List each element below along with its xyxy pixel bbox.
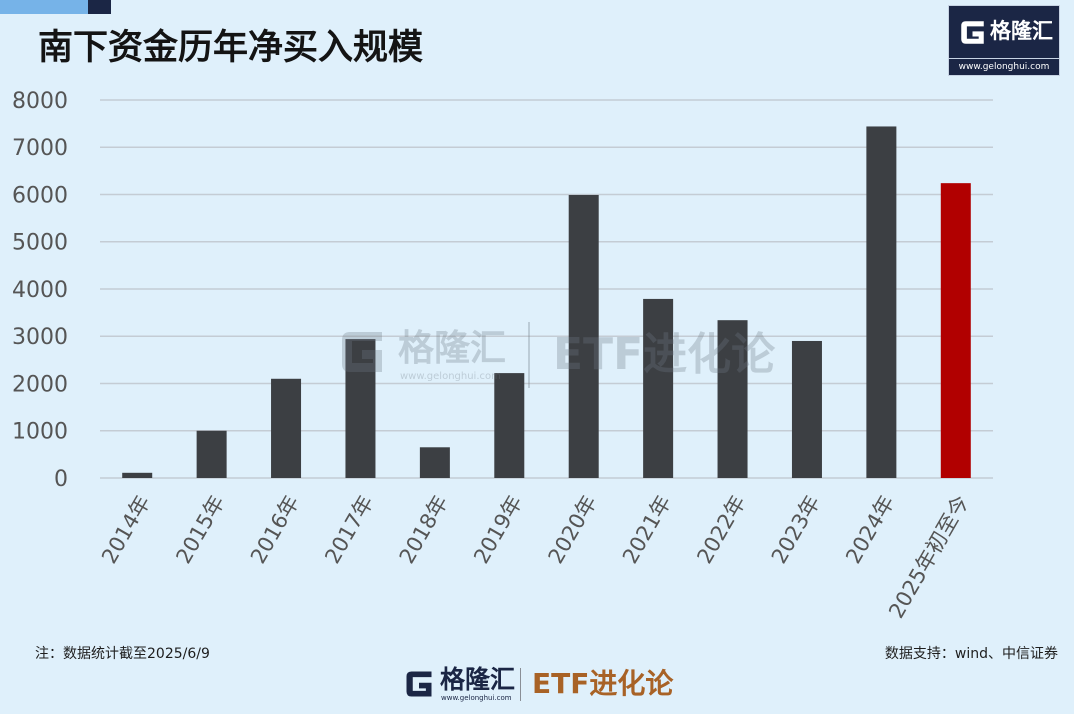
corner-tab-accent <box>88 0 111 14</box>
bar <box>568 194 599 478</box>
bar <box>791 340 822 478</box>
bottom-brand-divider <box>520 668 521 701</box>
bars <box>122 126 971 479</box>
header-logo-brand: 格隆汇 <box>990 19 1053 43</box>
chart-title: 南下资金历年净买入规模 <box>38 28 424 68</box>
header-logo-url: www.gelonghui.com <box>958 62 1050 72</box>
x-tick-label: 2016年 <box>246 491 304 567</box>
y-tick-label: 1000 <box>12 420 68 445</box>
x-axis: 2014年 2015年 2016年 2017年 2018年 2019年 2020年 2021年… <box>97 491 974 622</box>
gridlines <box>100 99 993 479</box>
x-tick-label: 2022年 <box>692 491 750 567</box>
y-tick-label: 6000 <box>12 183 68 208</box>
bottom-brand-name: 格隆汇 <box>440 665 516 694</box>
gelonghui-g-icon <box>961 21 984 44</box>
x-tick-label: 2015年 <box>171 491 229 567</box>
bar <box>271 378 302 478</box>
corner-tab-decoration <box>0 0 88 14</box>
y-tick-label: 5000 <box>12 231 68 256</box>
x-tick-label: 2024年 <box>841 491 899 567</box>
bottom-brand-url: www.gelonghui.com <box>441 694 512 702</box>
y-tick-label: 8000 <box>12 89 68 114</box>
y-axis: 0 1000 2000 3000 4000 5000 6000 7000 8000 <box>12 89 68 492</box>
header-logo-divider <box>949 58 1059 59</box>
footer-source: 数据支持：wind、中信证券 <box>884 646 1058 662</box>
gelonghui-g-icon <box>406 671 432 697</box>
y-tick-label: 4000 <box>12 278 68 303</box>
footer-note: 注：数据统计截至2025/6/9 <box>35 646 210 662</box>
y-tick-label: 0 <box>54 467 68 492</box>
bar <box>419 447 450 478</box>
x-tick-label: 2020年 <box>544 491 602 567</box>
x-tick-label: 2018年 <box>395 491 453 567</box>
x-tick-label: 2017年 <box>320 491 378 567</box>
bar <box>866 126 897 479</box>
y-tick-label: 3000 <box>12 325 68 350</box>
y-tick-label: 2000 <box>12 372 68 397</box>
bar <box>643 298 674 478</box>
x-tick-label: 2019年 <box>469 491 527 567</box>
x-tick-label: 2014年 <box>97 491 155 567</box>
header-logo: 格隆汇 www.gelonghui.com <box>948 5 1060 76</box>
x-tick-label: 2023年 <box>767 491 825 567</box>
bar <box>717 320 748 478</box>
bar-highlight <box>940 183 971 478</box>
bar <box>122 472 153 478</box>
bar <box>345 339 376 478</box>
bar <box>196 430 227 478</box>
x-tick-label: 2025年初至今 <box>884 491 974 622</box>
bottom-brand-column: ETF进化论 <box>532 667 674 700</box>
x-tick-label: 2021年 <box>618 491 676 567</box>
bar <box>494 373 525 478</box>
y-tick-label: 7000 <box>12 136 68 161</box>
